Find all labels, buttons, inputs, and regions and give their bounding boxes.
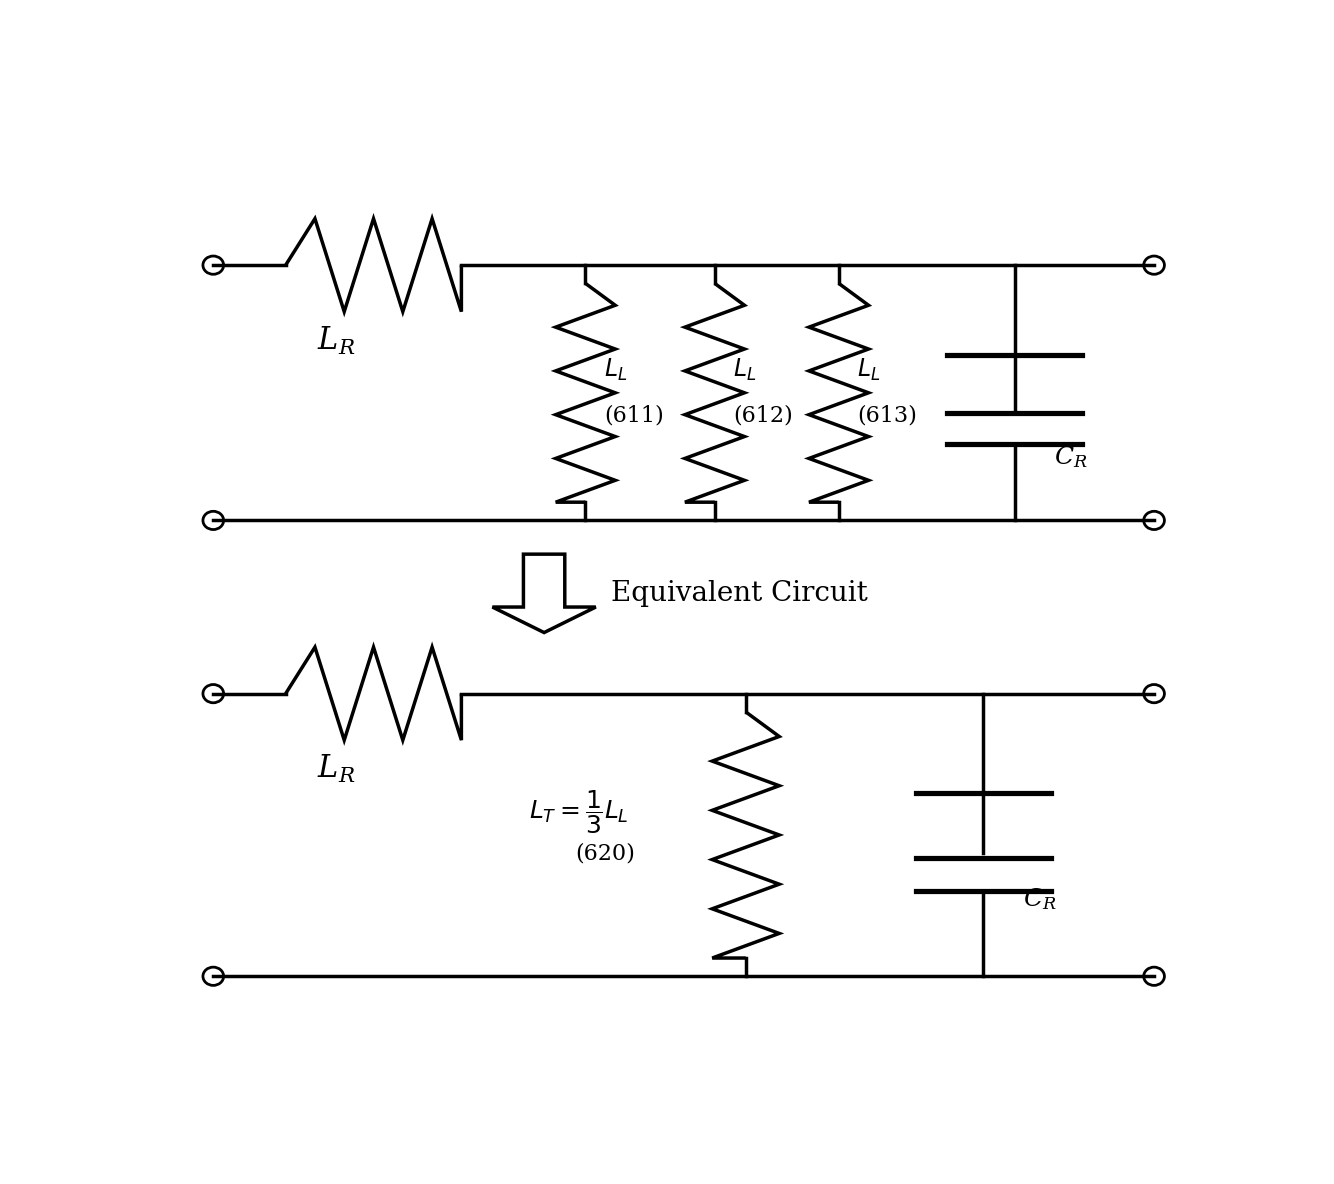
Text: $L_L$: $L_L$ xyxy=(604,356,627,384)
Text: $\mathregular{C_R}$: $\mathregular{C_R}$ xyxy=(1023,886,1057,912)
Text: (620): (620) xyxy=(575,842,635,864)
Text: (611): (611) xyxy=(604,405,664,426)
Text: $L_T = \dfrac{1}{3}L_L$: $L_T = \dfrac{1}{3}L_L$ xyxy=(528,789,628,836)
Text: $\mathregular{L_R}$: $\mathregular{L_R}$ xyxy=(316,324,355,356)
Text: $L_L$: $L_L$ xyxy=(858,356,880,384)
Text: $\mathregular{C_R}$: $\mathregular{C_R}$ xyxy=(1054,444,1087,470)
Text: $L_L$: $L_L$ xyxy=(734,356,756,384)
Text: (612): (612) xyxy=(734,405,792,426)
Text: $\mathregular{L_R}$: $\mathregular{L_R}$ xyxy=(316,753,355,785)
Text: (613): (613) xyxy=(858,405,918,426)
Polygon shape xyxy=(492,554,596,632)
Text: Equivalent Circuit: Equivalent Circuit xyxy=(611,580,868,607)
